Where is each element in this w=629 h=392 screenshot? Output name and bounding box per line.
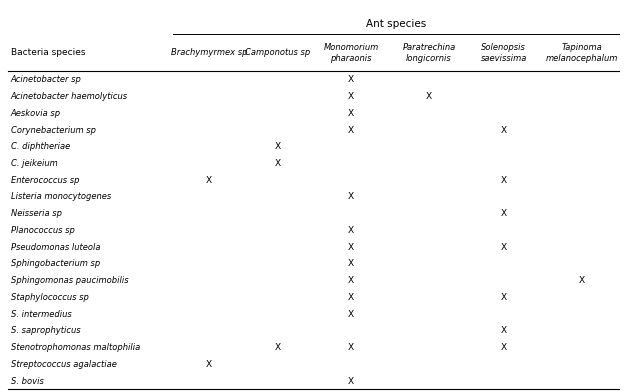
Text: X: X [348,377,354,386]
Text: X: X [501,209,507,218]
Text: X: X [501,293,507,302]
Text: Brachymyrmex sp: Brachymyrmex sp [170,49,247,58]
Text: Solenopsis
saevissima: Solenopsis saevissima [481,43,527,63]
Text: X: X [206,360,212,369]
Text: Bacteria species: Bacteria species [11,49,86,58]
Text: Acinetobacter sp: Acinetobacter sp [11,75,82,84]
Text: S. saprophyticus: S. saprophyticus [11,327,81,336]
Text: Stenotrophomonas maltophilia: Stenotrophomonas maltophilia [11,343,140,352]
Text: Tapinoma
melanocephalum: Tapinoma melanocephalum [546,43,618,63]
Text: Staphylococcus sp: Staphylococcus sp [11,293,89,302]
Text: Sphingobacterium sp: Sphingobacterium sp [11,260,100,269]
Text: C. jeikeium: C. jeikeium [11,159,57,168]
Text: X: X [501,176,507,185]
Text: X: X [501,125,507,134]
Text: S. intermedius: S. intermedius [11,310,72,319]
Text: X: X [348,343,354,352]
Text: Planococcus sp: Planococcus sp [11,226,75,235]
Text: Aeskovia sp: Aeskovia sp [11,109,61,118]
Text: X: X [348,276,354,285]
Text: Camponotus sp: Camponotus sp [245,49,310,58]
Text: X: X [274,159,281,168]
Text: Neisseria sp: Neisseria sp [11,209,62,218]
Text: C. diphtheriae: C. diphtheriae [11,142,70,151]
Text: X: X [348,125,354,134]
Text: X: X [501,343,507,352]
Text: X: X [348,260,354,269]
Text: Sphingomonas paucimobilis: Sphingomonas paucimobilis [11,276,128,285]
Text: X: X [501,327,507,336]
Text: Ant species: Ant species [366,19,426,29]
Text: S. bovis: S. bovis [11,377,43,386]
Text: X: X [348,243,354,252]
Text: X: X [348,75,354,84]
Text: Pseudomonas luteola: Pseudomonas luteola [11,243,100,252]
Text: X: X [348,310,354,319]
Text: X: X [426,92,432,101]
Text: Streptococcus agalactiae: Streptococcus agalactiae [11,360,116,369]
Text: X: X [501,243,507,252]
Text: X: X [274,142,281,151]
Text: Paratrechina
longicornis: Paratrechina longicornis [403,43,455,63]
Text: Corynebacterium sp: Corynebacterium sp [11,125,96,134]
Text: Monomorium
pharaonis: Monomorium pharaonis [323,43,379,63]
Text: X: X [274,343,281,352]
Text: X: X [579,276,585,285]
Text: X: X [348,92,354,101]
Text: Listeria monocytogenes: Listeria monocytogenes [11,192,111,201]
Text: X: X [348,109,354,118]
Text: X: X [206,176,212,185]
Text: Acinetobacter haemolyticus: Acinetobacter haemolyticus [11,92,128,101]
Text: X: X [348,293,354,302]
Text: X: X [348,192,354,201]
Text: Enterococcus sp: Enterococcus sp [11,176,79,185]
Text: X: X [348,226,354,235]
